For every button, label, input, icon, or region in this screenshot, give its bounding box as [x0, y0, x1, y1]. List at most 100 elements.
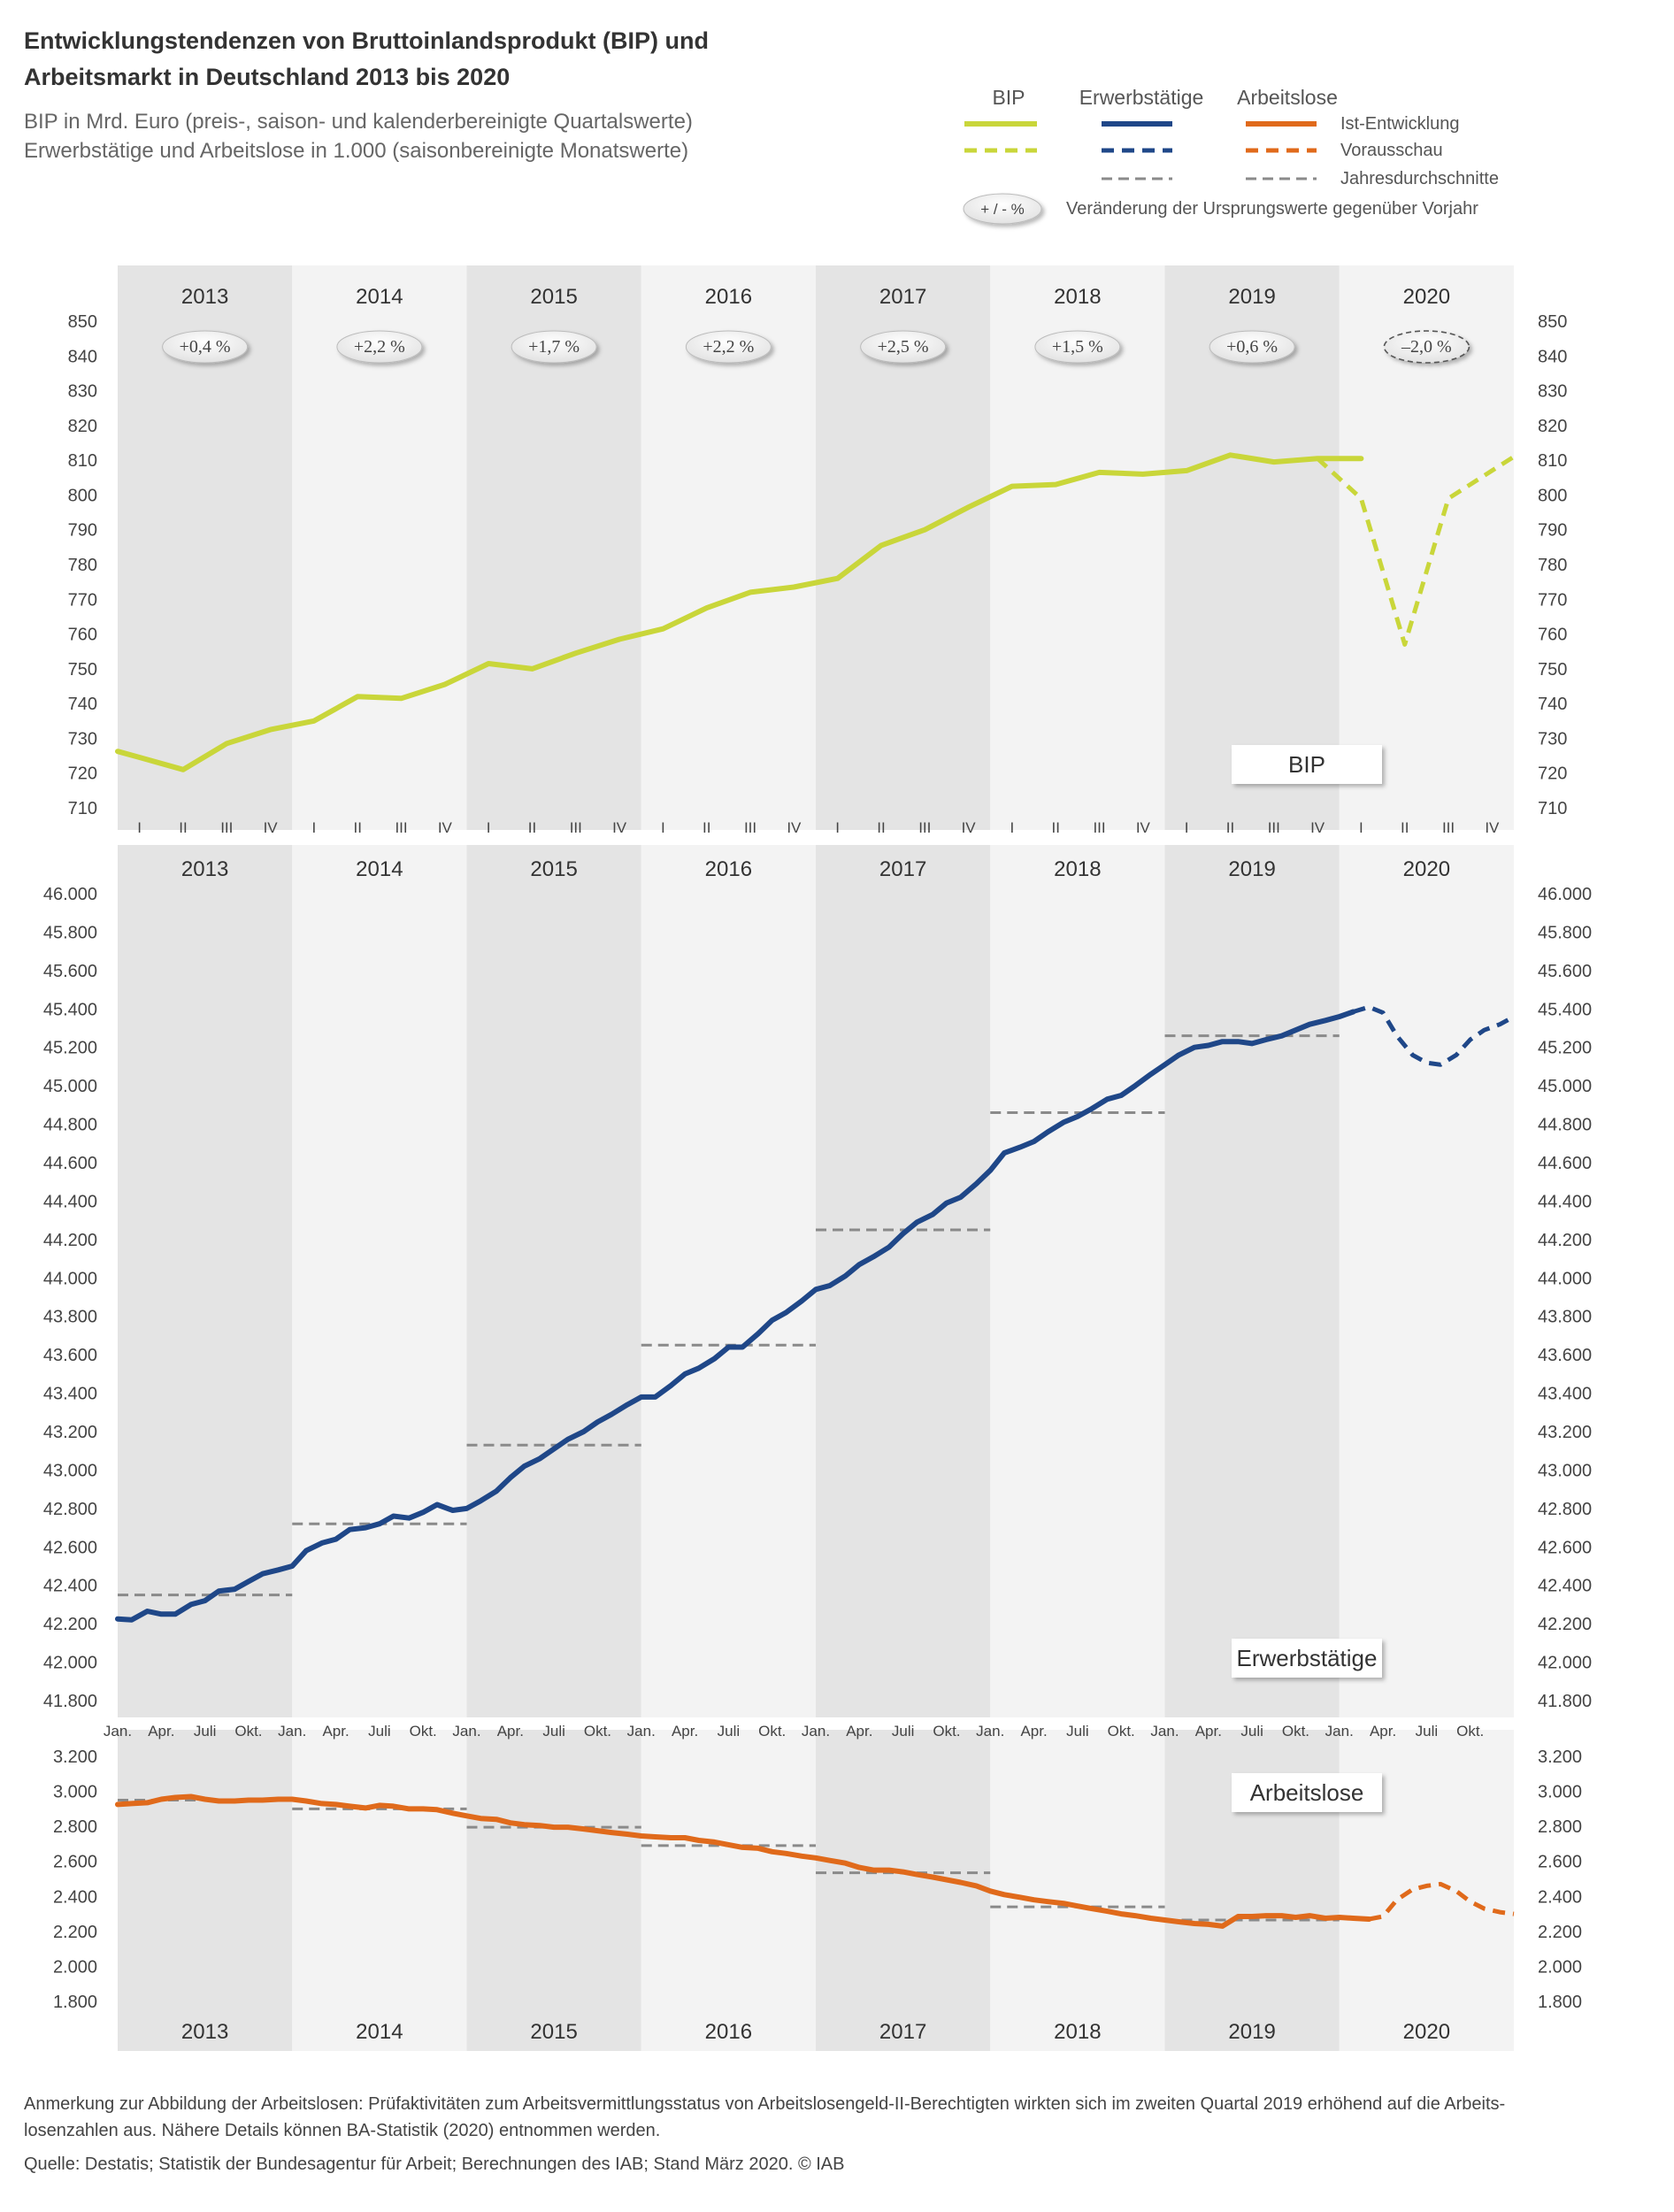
erw-ytick-left: 44.800 [43, 1116, 97, 1135]
erw-ytick-right: 46.000 [1538, 885, 1592, 904]
legend: BIP Erwerbstätige Arbeitslose Ist-Entwic… [963, 86, 1499, 225]
bip-ytick-right: 850 [1538, 312, 1567, 332]
year-label-top-2019: 2019 [1228, 285, 1275, 309]
month-label: Juli [718, 1723, 741, 1740]
bip-label-text: BIP [1288, 751, 1325, 778]
erw-ytick-left: 46.000 [43, 885, 97, 904]
year-band-erw-2015 [466, 845, 641, 1719]
chart-title-line1: Entwicklungstendenzen von Bruttoinlandsp… [24, 27, 709, 54]
quarter-label: I [1010, 819, 1015, 836]
erw-ytick-right: 42.000 [1538, 1654, 1592, 1673]
erw-ytick-right: 44.400 [1538, 1192, 1592, 1211]
quarter-label: IV [1485, 819, 1500, 836]
erw-ytick-left: 45.200 [43, 1039, 97, 1058]
erw-ytick-left: 43.800 [43, 1308, 97, 1327]
year-band-arb-2015 [466, 1725, 641, 2051]
month-label: Okt. [1108, 1723, 1135, 1740]
bip-yearly-change-value: +0,4 % [180, 337, 231, 357]
bip-ytick-right: 710 [1538, 799, 1567, 818]
year-band-erw-2013 [118, 845, 293, 1719]
bip-yearly-change-ellipse [685, 330, 772, 364]
bip-actual-line [115, 452, 1364, 772]
quarter-label: III [1093, 819, 1105, 836]
arb-ytick-right: 2.200 [1538, 1923, 1582, 1942]
month-label: Juli [368, 1723, 391, 1740]
bip-ytick-left: 850 [68, 312, 97, 332]
erw-ytick-left: 43.000 [43, 1461, 97, 1480]
bip-point [1315, 456, 1320, 461]
bip-point [1184, 468, 1189, 473]
bip-yearly-change-value: +2,2 % [354, 337, 405, 357]
legend-pct-symbol: + / - % [980, 201, 1025, 218]
quarter-label: I [661, 819, 665, 836]
bip-ytick-right: 720 [1538, 764, 1567, 784]
quarter-label: IV [612, 819, 627, 836]
bip-point [835, 576, 841, 581]
quarter-label: IV [438, 819, 453, 836]
bip-ytick-left: 800 [68, 486, 97, 505]
arb-ytick-right: 2.000 [1538, 1957, 1582, 1977]
bip-point [1140, 472, 1146, 477]
legend-row-ist: Ist-Entwicklung [1340, 114, 1460, 134]
year-band-arb-2016 [641, 1725, 816, 2051]
year-label-mid-2014: 2014 [356, 857, 403, 881]
bip-point [1227, 452, 1233, 457]
year-label-top-2013: 2013 [181, 285, 228, 309]
month-label: Juli [892, 1723, 915, 1740]
legend-col-erwerbstaetige: Erwerbstätige [1079, 86, 1204, 109]
bip-label: BIP [1232, 745, 1382, 784]
series [115, 452, 1516, 1929]
quarter-label: II [179, 819, 187, 836]
bip-ytick-right: 820 [1538, 417, 1567, 436]
bip-ytick-right: 760 [1538, 626, 1567, 645]
quarter-label: I [312, 819, 317, 836]
quarter-label: IV [264, 819, 279, 836]
bip-point [704, 605, 710, 611]
year-label-mid-2017: 2017 [879, 857, 926, 881]
quarter-label: II [528, 819, 536, 836]
bip-point [748, 589, 753, 595]
arb-ytick-right: 2.600 [1538, 1853, 1582, 1872]
year-band-erw-2017 [816, 845, 991, 1719]
legend-row-vor: Vorausschau [1340, 141, 1443, 160]
year-band-arb-2014 [292, 1725, 467, 2051]
quarter-label: I [1185, 819, 1189, 836]
bip-point [529, 666, 535, 672]
erw-label: Erwerbstätige [1232, 1639, 1382, 1678]
bip-ytick-right: 840 [1538, 347, 1567, 366]
year-label-bottom-2018: 2018 [1054, 2020, 1101, 2044]
year-band-arb-2018 [990, 1725, 1165, 2051]
erw-ytick-left: 45.800 [43, 923, 97, 942]
erw-label-text: Erwerbstätige [1237, 1645, 1378, 1671]
year-label-top-2014: 2014 [356, 285, 403, 309]
bip-ytick-left: 790 [68, 521, 97, 541]
erw-ytick-left: 45.400 [43, 1000, 97, 1019]
year-label-mid-2018: 2018 [1054, 857, 1101, 881]
axes: 2013 2013 2013 2014 2014 2014 2015 2015 2015 2016… [43, 285, 1592, 2044]
erw-ytick-left: 44.000 [43, 1269, 97, 1288]
bip-yearly-change-ellipse [1034, 330, 1121, 364]
erw-ytick-right: 43.000 [1538, 1461, 1592, 1480]
year-label-bottom-2017: 2017 [879, 2020, 926, 2044]
erw-ytick-left: 44.200 [43, 1231, 97, 1250]
erw-ytick-right: 45.000 [1538, 1077, 1592, 1096]
erw-ytick-left: 44.400 [43, 1192, 97, 1211]
arb-ytick-right: 1.800 [1538, 1993, 1582, 2012]
bip-ytick-right: 750 [1538, 660, 1567, 680]
year-band-erw-2019 [1164, 845, 1340, 1719]
erw-ytick-right: 43.600 [1538, 1346, 1592, 1365]
bip-ytick-left: 730 [68, 729, 97, 749]
bip-point [137, 755, 142, 760]
arb-ytick-right: 3.000 [1538, 1783, 1582, 1802]
bip-yearly-change-badge-2015: +1,7 % [511, 330, 597, 364]
bip-ytick-left: 770 [68, 590, 97, 610]
year-band-arb-2013 [118, 1725, 293, 2051]
month-label: Okt. [584, 1723, 611, 1740]
year-label-bottom-2019: 2019 [1228, 2020, 1275, 2044]
arb-ytick-right: 3.200 [1538, 1747, 1582, 1767]
bip-yearly-change-value: +1,7 % [528, 337, 580, 357]
quarter-label: I [137, 819, 142, 836]
year-label-top-2016: 2016 [705, 285, 752, 309]
year-bands [118, 265, 1514, 2051]
bip-yearly-change-ellipse [162, 330, 249, 364]
